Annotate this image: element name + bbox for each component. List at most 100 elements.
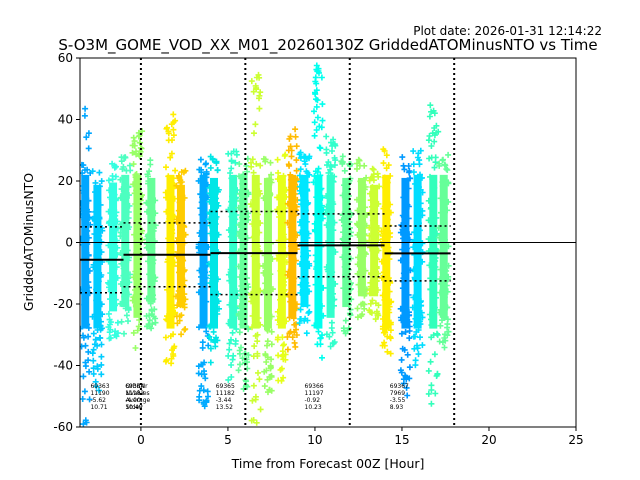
data-strip <box>296 149 313 337</box>
strip-core <box>326 174 335 318</box>
strip-markers <box>195 156 212 410</box>
data-strip <box>366 165 383 323</box>
strip-markers <box>260 155 276 396</box>
stat-value: 11197 <box>305 390 324 397</box>
stat-value: -0.92 <box>305 397 321 404</box>
data-strip <box>284 126 301 353</box>
strip-core <box>121 174 130 308</box>
strip-markers <box>354 156 370 321</box>
strip-markers <box>235 155 252 392</box>
strip-markers <box>105 160 121 342</box>
stat-value: -3.55 <box>390 397 406 404</box>
stat-value: -4.00 <box>125 397 141 404</box>
y-tick-label: 40 <box>58 113 73 127</box>
strip-markers <box>322 133 339 350</box>
stat-value: 69365 <box>216 383 235 390</box>
strip-core <box>413 174 422 329</box>
data-strip <box>105 160 121 342</box>
strip-core <box>147 177 156 303</box>
stat-label: Average <box>126 397 151 404</box>
strip-core <box>199 174 208 329</box>
stat-label: NValues <box>126 390 150 397</box>
data-strip <box>354 156 370 321</box>
x-tick-label: 0 <box>137 433 145 447</box>
data-strip <box>409 147 426 369</box>
x-tick-label: 15 <box>394 433 409 447</box>
data-strip <box>260 155 276 396</box>
y-axis-label: GriddedATOMinusNTO <box>21 173 36 311</box>
x-tick-label: 10 <box>307 433 322 447</box>
strip-markers <box>397 154 414 399</box>
plot-area <box>80 58 576 427</box>
data-strip <box>143 157 159 332</box>
stat-value: 13.52 <box>216 404 233 411</box>
strip-markers <box>284 126 301 353</box>
data-strip <box>310 62 327 361</box>
stat-value: -3.44 <box>216 397 232 404</box>
strip-markers <box>366 165 383 323</box>
stat-label: OrbitNr <box>126 383 149 390</box>
y-tick-label: 60 <box>58 51 73 65</box>
x-tick-label: 5 <box>224 433 232 447</box>
axes: 0 5 10 15 20 25 -60 -40 -20 0 20 40 60 <box>53 51 583 447</box>
strip-markers <box>247 71 264 426</box>
y-tick-label: -40 <box>53 359 73 373</box>
data-strip <box>378 146 395 357</box>
data-strip <box>129 128 146 351</box>
stat-value: 7969 <box>390 390 405 397</box>
y-tick-label: 20 <box>58 174 73 188</box>
data-strip <box>322 133 339 350</box>
plot-date: Plot date: 2026-01-31 12:14:22 <box>413 24 602 38</box>
data-strip <box>397 154 414 399</box>
strip-markers <box>310 62 327 361</box>
data-strip <box>247 71 264 426</box>
strip-markers <box>173 167 189 338</box>
strip-core <box>93 184 102 329</box>
data-strip <box>425 102 442 407</box>
y-tick-label: 0 <box>65 236 73 250</box>
stat-value: 10.23 <box>305 404 322 411</box>
stat-value: 10.71 <box>90 404 107 411</box>
data-strip <box>162 111 179 367</box>
stat-value: 69367 <box>390 383 409 390</box>
strip-markers <box>296 149 313 337</box>
stat-value: 69363 <box>90 383 109 390</box>
strip-core <box>176 184 185 308</box>
strip-core <box>239 174 248 329</box>
y-tick-label: -60 <box>53 420 73 434</box>
y-tick-label: -20 <box>53 297 73 311</box>
strip-core <box>382 174 391 329</box>
strip-markers <box>129 128 146 351</box>
data-strip <box>195 156 212 410</box>
stat-value: 69364 <box>125 383 144 390</box>
x-axis-label: Time from Forecast 00Z [Hour] <box>231 456 425 471</box>
stat-value: 8.93 <box>390 404 404 411</box>
strip-markers <box>89 168 106 394</box>
stat-value: 11182 <box>125 390 144 397</box>
data-strip <box>117 154 134 337</box>
strip-markers <box>274 151 290 384</box>
x-tick-label: 25 <box>568 433 583 447</box>
stat-value: 10.40 <box>125 404 142 411</box>
strip-markers <box>206 153 222 366</box>
strip-core <box>81 174 90 329</box>
stat-value: -5.62 <box>90 397 106 404</box>
stat-label: Stdev <box>126 404 144 411</box>
strip-core <box>314 174 323 329</box>
strip-markers <box>378 146 395 357</box>
data-strip <box>435 151 452 351</box>
strip-markers <box>425 102 442 407</box>
data-strip <box>89 168 106 394</box>
x-tick-label: 20 <box>481 433 496 447</box>
strip-markers <box>162 111 179 367</box>
chart-title: S-O3M_GOME_VOD_XX_M01_20260130Z GriddedA… <box>58 36 597 55</box>
stat-value: 11182 <box>216 390 235 397</box>
data-strip <box>274 151 290 384</box>
